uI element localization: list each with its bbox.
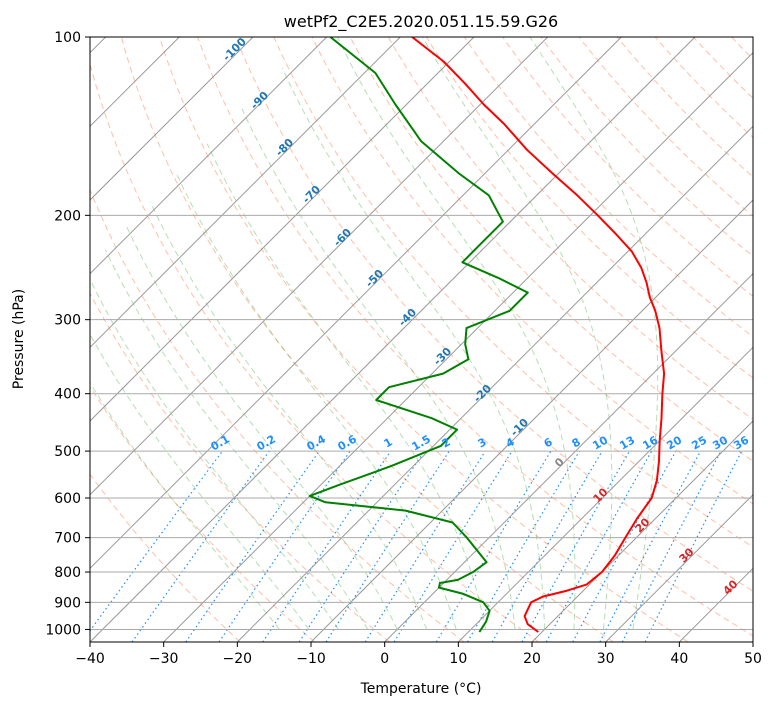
x-tick-label: 40 (670, 651, 688, 667)
y-tick-label: 500 (54, 444, 81, 460)
y-tick-label: 900 (54, 595, 81, 611)
moist-adiabat-line (529, 37, 659, 630)
mixing-ratio-line (325, 450, 450, 642)
moist-adiabat-line (90, 381, 280, 630)
dry-adiabat-line (90, 473, 241, 642)
mixing-ratio-line (185, 450, 320, 642)
isotherm-line (90, 37, 696, 642)
dry-adiabat-line (349, 37, 753, 462)
mixing-ratio-line (466, 450, 580, 642)
moist-adiabat-line (104, 249, 369, 630)
isotherm-line (310, 199, 753, 642)
dry-adiabat-line (425, 37, 753, 379)
moist-adiabat-line (206, 143, 487, 630)
axes: −40 −30 −20 −10 0 10 20 30 40 50 100 200 300 400 500 60… (45, 30, 762, 667)
dry-adiabat-line (770, 37, 775, 642)
x-tick-label: −20 (223, 651, 253, 667)
dry-adiabat-line (235, 37, 753, 592)
x-axis-title: Temperature (°C) (360, 681, 482, 697)
x-tick-label: −30 (149, 651, 179, 667)
y-tick-label: 700 (54, 531, 81, 547)
x-tick-label: 10 (449, 651, 467, 667)
isotherm-line (531, 420, 753, 642)
moist-adiabat-line (241, 108, 516, 630)
moist-adiabat-line (422, 37, 613, 630)
moist-adiabat-line (149, 201, 428, 630)
x-tick-label: 20 (523, 651, 541, 667)
dry-adiabat-line (159, 37, 689, 642)
y-tick-label: 600 (54, 491, 81, 507)
mixing-ratio-line (364, 450, 486, 642)
y-tick-label: 800 (54, 565, 81, 581)
isotherm-line (90, 37, 549, 496)
x-tick-label: −40 (75, 651, 105, 667)
isotherm-line (90, 37, 254, 201)
profile-lines (308, 37, 666, 633)
plot-background (90, 37, 753, 642)
y-tick-label: 200 (54, 208, 81, 224)
y-tick-label: 1000 (45, 622, 81, 638)
moist-adiabat-line (176, 174, 457, 630)
y-tick-label: 100 (54, 30, 81, 46)
mixing-ratio-line (131, 450, 270, 642)
dry-adiabat-line (311, 37, 753, 505)
y-tick-label: 300 (54, 313, 81, 329)
mixing-ratio-line (393, 450, 513, 642)
isotherm-line (90, 37, 475, 422)
background-lines (90, 37, 775, 642)
dry-adiabat-line (90, 188, 465, 642)
dry-adiabat-line (90, 385, 316, 642)
dry-adiabat-line (502, 37, 753, 298)
mixing-ratio-line (90, 450, 223, 632)
mixing-ratio-line (435, 450, 552, 642)
mixing-ratio-line (521, 450, 631, 642)
mixing-ratio-line (491, 450, 603, 642)
dry-adiabat-line (90, 62, 540, 642)
plot-frame (89, 36, 754, 643)
chart-title: wetPf2_C2E5.2020.051.15.59.G26 (284, 12, 558, 32)
y-axis-title: Pressure (hPa) (11, 289, 27, 389)
isotherm-line (384, 272, 753, 642)
x-tick-label: 0 (380, 651, 389, 667)
dry-adiabat-line (120, 37, 614, 642)
isotherm-line (752, 641, 753, 642)
moist-adiabat-line (90, 278, 339, 630)
isotherm-line (90, 37, 622, 570)
isotherm-line (236, 125, 753, 642)
temperature-line (411, 37, 666, 633)
dewpoint-line (308, 37, 529, 633)
mixing-ratio-line (298, 450, 425, 642)
moist-adiabat-line (126, 226, 398, 630)
moist-adiabat-line (281, 67, 546, 630)
dry-adiabat-line (387, 37, 753, 420)
x-tick-label: −10 (296, 651, 326, 667)
isotherm-line (90, 37, 328, 275)
dry-adiabat-line (616, 37, 753, 178)
dry-adiabat-line (197, 37, 753, 637)
x-tick-label: 30 (597, 651, 615, 667)
x-tick-label: 50 (744, 651, 762, 667)
dry-adiabat-line (90, 292, 390, 642)
y-tick-label: 400 (54, 387, 81, 403)
isotherm-line (605, 493, 753, 642)
dry-adiabat-line (273, 37, 753, 548)
dry-adiabat-line (540, 37, 753, 257)
isotherm-line (90, 37, 401, 349)
mixing-ratio-line (572, 450, 677, 642)
isotherm-line (457, 346, 753, 642)
